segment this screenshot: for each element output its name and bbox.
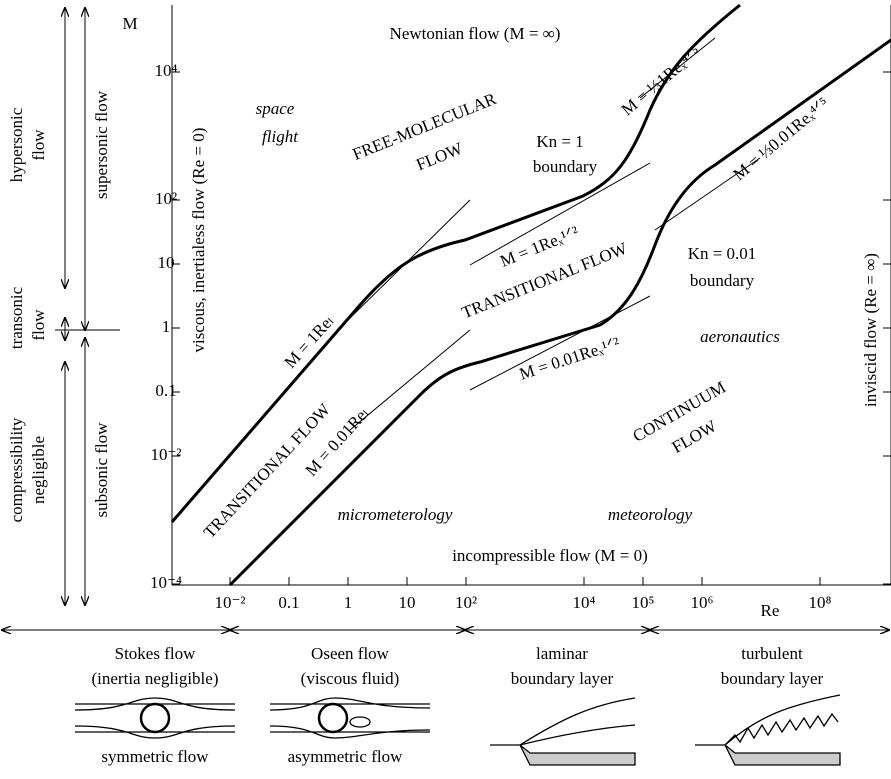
region-label: Kn = 1 — [536, 132, 583, 151]
y-tick-label: 10² — [155, 189, 177, 208]
left-label: subsonic flow — [92, 422, 111, 518]
curve-label: M = 0.01Reₓ¹ᐟ² — [517, 333, 622, 383]
region-label: space — [256, 99, 295, 118]
y-tick-label: 0.1 — [155, 381, 176, 400]
x-tick-label: 10 — [399, 593, 416, 612]
flow-icons — [74, 694, 841, 766]
x-tick-label: 0.1 — [278, 593, 299, 612]
y-tick-label: 10⁻² — [150, 445, 181, 464]
regime-label: laminar — [536, 644, 588, 663]
left-label: flow — [29, 129, 48, 161]
region-label: meteorology — [608, 505, 693, 524]
regime-label: Stokes flow — [115, 644, 196, 663]
curve-label: M = ⅓1Reₓ⁴ᐟ⁵ — [618, 42, 705, 119]
regime-label: (viscous fluid) — [301, 669, 400, 688]
region-label: Newtonian flow (M = ∞) — [390, 24, 561, 43]
region-label: incompressible flow (M = 0) — [452, 546, 648, 565]
icon-label: symmetric flow — [101, 747, 209, 766]
y-tick-label: 10⁻⁴ — [150, 573, 182, 592]
left-label: compressibility — [7, 417, 26, 522]
left-label: negligible — [29, 436, 48, 504]
x-tick-label: 10⁵ — [632, 593, 655, 612]
plot-frame — [171, 5, 891, 586]
x-tick-label: 10⁶ — [691, 593, 714, 612]
regime-label: (inertia negligible) — [92, 669, 219, 688]
region-label: aeronautics — [700, 327, 780, 346]
regime-label: Oseen flow — [311, 644, 390, 663]
y-axis-label: M — [122, 14, 137, 33]
curves — [170, 3, 891, 587]
x-tick-label: 10⁻² — [214, 593, 245, 612]
regime-label: boundary layer — [721, 669, 824, 688]
x-axis-label: Re — [761, 601, 780, 620]
left-label: supersonic flow — [92, 90, 111, 199]
left-label: hypersonic — [7, 107, 26, 182]
left-label: flow — [29, 309, 48, 341]
x-tick-label: 10⁸ — [809, 593, 832, 612]
region-label: inviscid flow (Re = ∞) — [861, 253, 880, 407]
region-label: Kn = 0.01 — [688, 244, 757, 263]
regime-label: boundary layer — [511, 669, 614, 688]
left-scale — [55, 8, 120, 605]
x-tick-label: 1 — [344, 593, 353, 612]
x-tick-label: 10⁴ — [573, 593, 596, 612]
y-tick-label: 10 — [158, 253, 175, 272]
region-label: FLOW — [414, 138, 467, 174]
regime-label: turbulent — [741, 644, 803, 663]
y-tick-label: 10⁴ — [155, 61, 178, 80]
icon-label: asymmetric flow — [288, 747, 403, 766]
region-label: micrometerology — [338, 505, 453, 524]
curve-label: M = ⅓0.01Reₓ⁴ᐟ⁵ — [729, 93, 832, 184]
y-tick-label: 1 — [162, 317, 171, 336]
region-label: boundary — [533, 157, 598, 176]
region-label: boundary — [690, 271, 755, 290]
left-label: transonic — [7, 286, 26, 349]
region-label: viscous, inertialess flow (Re = 0) — [189, 128, 208, 353]
region-label: flight — [262, 127, 299, 146]
x-tick-label: 10² — [455, 593, 477, 612]
